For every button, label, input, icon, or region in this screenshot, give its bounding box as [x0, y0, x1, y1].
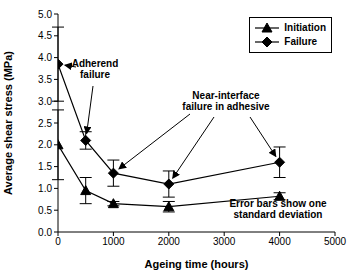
svg-text:0: 0 [55, 236, 61, 247]
svg-text:1.5: 1.5 [38, 161, 52, 172]
svg-text:0.5: 0.5 [38, 205, 52, 216]
svg-text:3.0: 3.0 [38, 96, 52, 107]
svg-text:2000: 2000 [158, 236, 181, 247]
svg-text:1.0: 1.0 [38, 183, 52, 194]
svg-text:2.0: 2.0 [38, 139, 52, 150]
svg-text:5000: 5000 [324, 236, 347, 247]
svg-text:4.0: 4.0 [38, 52, 52, 63]
html-text:Adherend failure: Adherend failure [71, 58, 119, 80]
svg-text:Ageing time (hours): Ageing time (hours) [145, 258, 249, 270]
html-text:Failure: Failure [284, 36, 318, 47]
svg-text:5.0: 5.0 [38, 9, 52, 20]
svg-text:Average shear stress (MPa): Average shear stress (MPa) [8, 51, 14, 195]
svg-text:1000: 1000 [102, 236, 125, 247]
svg-text:3000: 3000 [213, 236, 236, 247]
html-text:Error bars show one standard d: Error bars show one standard deviation [229, 198, 327, 220]
svg-text:4.5: 4.5 [38, 30, 52, 41]
html-text:Initiation: Initiation [284, 22, 326, 33]
svg-text:2.5: 2.5 [38, 118, 52, 129]
svg-text:0.0: 0.0 [38, 227, 52, 238]
svg-text:4000: 4000 [268, 236, 291, 247]
html-text:Near-interface failure in adhe: Near-interface failure in adhesive [182, 90, 270, 112]
svg-text:3.5: 3.5 [38, 74, 52, 85]
